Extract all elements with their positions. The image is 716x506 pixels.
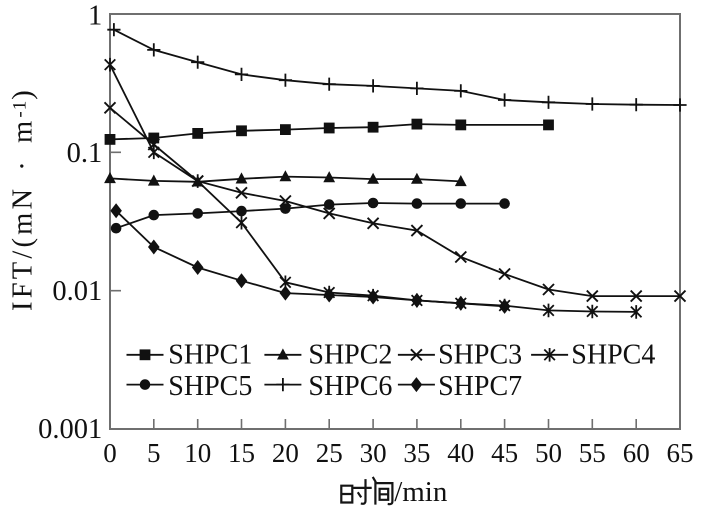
svg-text:SHPC2: SHPC2 xyxy=(308,339,392,370)
svg-text:5: 5 xyxy=(147,438,161,468)
svg-text:40: 40 xyxy=(447,438,474,468)
svg-text:SHPC7: SHPC7 xyxy=(438,371,522,402)
svg-text:/min: /min xyxy=(394,476,448,506)
svg-text:0: 0 xyxy=(103,438,117,468)
svg-text:45: 45 xyxy=(491,438,518,468)
svg-text:15: 15 xyxy=(228,438,255,468)
svg-text:SHPC5: SHPC5 xyxy=(168,371,252,402)
svg-text:65: 65 xyxy=(667,438,694,468)
svg-text:SHPC6: SHPC6 xyxy=(308,371,392,402)
svg-text:0.001: 0.001 xyxy=(38,414,102,445)
svg-text:1: 1 xyxy=(88,0,102,31)
svg-text:0.1: 0.1 xyxy=(67,138,103,169)
svg-text:SHPC3: SHPC3 xyxy=(438,339,522,370)
svg-text:50: 50 xyxy=(535,438,562,468)
svg-text:0.01: 0.01 xyxy=(52,276,102,307)
svg-text:20: 20 xyxy=(272,438,299,468)
svg-text:10: 10 xyxy=(184,438,211,468)
svg-text:25: 25 xyxy=(316,438,343,468)
svg-text:IFT/(mN·m-1): IFT/(mN·m-1) xyxy=(8,87,39,311)
svg-text:SHPC1: SHPC1 xyxy=(168,339,252,370)
svg-text:SHPC4: SHPC4 xyxy=(571,339,655,370)
svg-text:60: 60 xyxy=(623,438,650,468)
svg-text:30: 30 xyxy=(360,438,387,468)
svg-text:55: 55 xyxy=(579,438,606,468)
svg-text:35: 35 xyxy=(403,438,430,468)
